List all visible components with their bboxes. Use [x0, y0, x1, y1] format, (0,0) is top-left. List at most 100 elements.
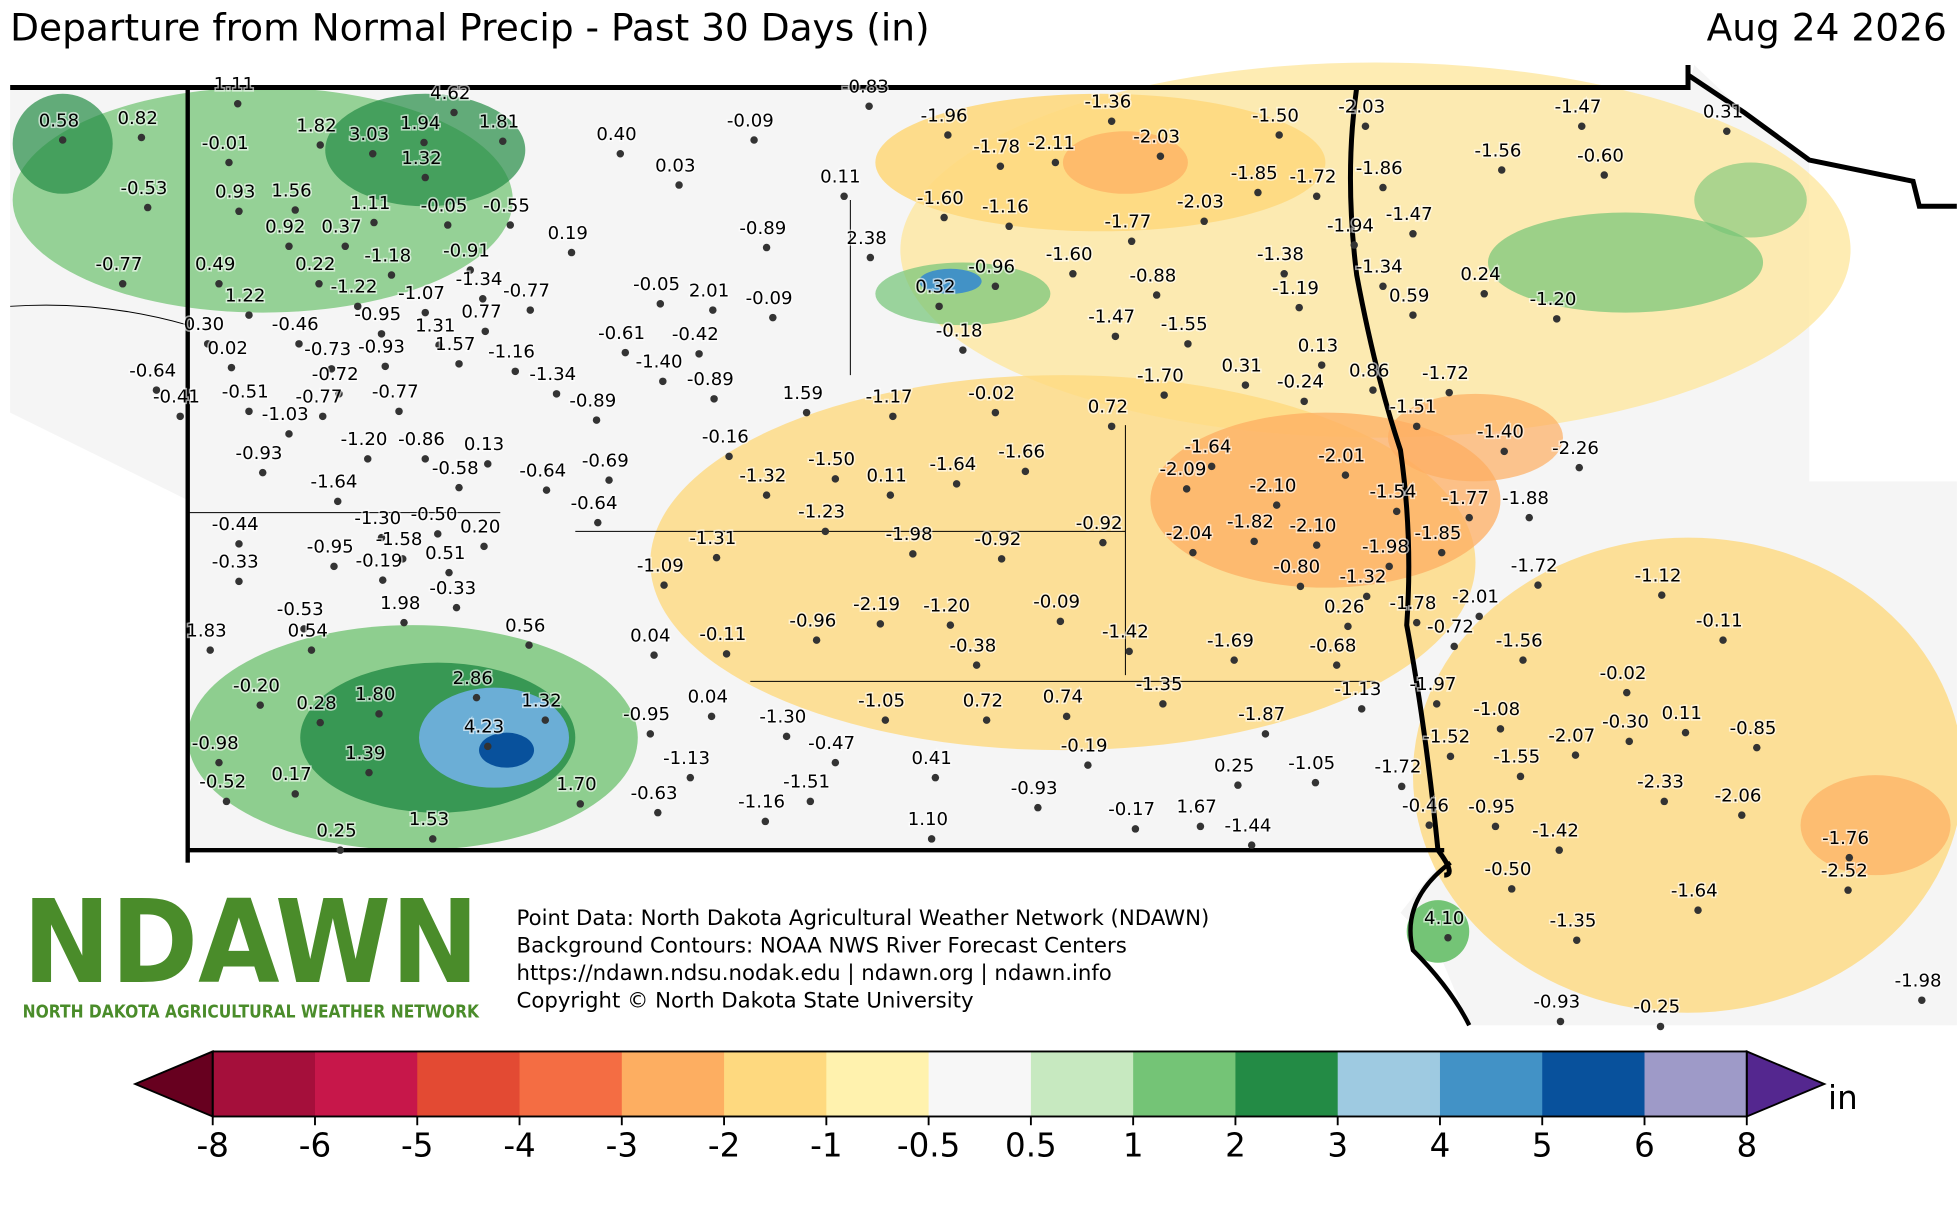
station-dot [782, 732, 791, 741]
station-value: -0.95 [623, 704, 670, 725]
station-value: 0.28 [296, 693, 336, 714]
station-dot [291, 206, 299, 214]
station-value: -1.85 [1231, 163, 1278, 184]
station-dot [330, 562, 338, 571]
station-value: -1.70 [1137, 365, 1184, 386]
station-dot [1152, 291, 1161, 299]
station-dot [1362, 592, 1371, 601]
station-value: -1.40 [1477, 422, 1524, 443]
station-value: -1.20 [1530, 289, 1577, 310]
station-dot [434, 530, 442, 538]
station-dot [466, 266, 475, 274]
station-value: -0.80 [1273, 557, 1320, 578]
station-value: -2.11 [1028, 133, 1075, 154]
colorbar-segment [724, 1051, 827, 1117]
station-value: -0.86 [398, 429, 445, 450]
station-dot [1555, 846, 1563, 854]
station-value: -1.13 [1335, 679, 1382, 700]
credits: Point Data: North Dakota Agricultural We… [517, 906, 1210, 1014]
station-value: -0.73 [304, 339, 351, 360]
station-value: -1.20 [341, 429, 388, 450]
station-value: -1.35 [1550, 910, 1597, 931]
station-value: -0.63 [631, 783, 678, 804]
station-dot [399, 555, 407, 563]
station-value: -2.10 [1250, 475, 1297, 496]
station-value: -1.13 [663, 748, 710, 769]
station-value: -0.33 [212, 552, 259, 573]
station-dot [215, 280, 223, 288]
station-value: 1.82 [296, 115, 336, 136]
station-value: -1.32 [1340, 567, 1387, 588]
logo-tagline: NORTH DAKOTA AGRICULTURAL WEATHER NETWOR… [23, 1003, 481, 1023]
station-dot [831, 758, 840, 767]
station-dot [725, 452, 733, 461]
colorbar-segment [1337, 1051, 1441, 1117]
colorbar-segment [1542, 1051, 1646, 1117]
station-value: -1.50 [1252, 105, 1299, 126]
station-dot [1600, 171, 1609, 179]
station-dot [1034, 803, 1042, 812]
station-value: -0.55 [483, 195, 530, 216]
credit-line: Point Data: North Dakota Agricultural We… [517, 906, 1210, 931]
station-dot [336, 846, 344, 854]
station-value: -1.08 [1473, 699, 1520, 720]
station-value: -1.77 [1442, 488, 1489, 509]
station-value: -1.09 [637, 555, 684, 576]
station-dot [1444, 933, 1452, 942]
station-dot [233, 100, 242, 108]
station-value: -1.23 [798, 502, 845, 523]
station-dot [333, 497, 342, 506]
station-value: -1.52 [1423, 727, 1470, 748]
station-value: -1.40 [636, 352, 683, 373]
station-dot [650, 651, 658, 659]
station-value: -1.85 [1415, 523, 1462, 544]
station-dot [1189, 548, 1197, 557]
station-dot [1051, 158, 1060, 167]
station-dot [316, 141, 324, 149]
colorbar-frame [211, 1050, 1748, 1118]
station-dot [1234, 781, 1242, 789]
station-value: 0.40 [596, 124, 636, 145]
station-value: 0.58 [39, 110, 79, 131]
colorbar-tick-label: 4 [1430, 1127, 1451, 1165]
station-dot [831, 475, 840, 483]
station-value: -1.34 [529, 364, 576, 385]
station-dot [1385, 562, 1393, 571]
station-value: -0.64 [129, 360, 176, 381]
station-value: -1.16 [488, 342, 535, 363]
station-dot [991, 282, 1000, 291]
station-value: 1.56 [271, 180, 311, 201]
station-value: 0.72 [963, 690, 1003, 711]
colorbar-tick-label: -6 [299, 1127, 331, 1165]
colorbar-segment [928, 1051, 1032, 1117]
colorbar-segment [212, 1051, 316, 1117]
station-value: -0.89 [569, 390, 616, 411]
station-dot [1056, 617, 1065, 626]
station-dot [285, 242, 293, 251]
station-dot [1241, 381, 1250, 389]
station-value: -1.77 [1104, 212, 1151, 233]
station-dot [335, 390, 343, 398]
station-dot [1160, 391, 1168, 399]
station-value: 0.04 [630, 625, 670, 646]
colorbar-tick-label: 6 [1634, 1127, 1655, 1165]
station-dot [206, 646, 214, 654]
station-dot [307, 646, 316, 654]
colorbar-tick-label: -2 [708, 1127, 740, 1165]
station-dot [1350, 241, 1358, 249]
station-dot [750, 136, 758, 144]
station-dot [605, 476, 613, 484]
station-value: 0.31 [1222, 355, 1262, 376]
station-value: -1.64 [929, 454, 976, 475]
station-dot [1571, 751, 1580, 759]
station-dot [137, 133, 146, 142]
station-value: 0.25 [316, 820, 356, 841]
colorbar-tick-label: 5 [1532, 1127, 1553, 1165]
station-dot [484, 460, 492, 468]
station-value: -0.53 [121, 178, 168, 199]
station-dot [594, 518, 602, 527]
station-dot [802, 408, 811, 417]
station-dot [865, 102, 873, 111]
colorbar-segment [1644, 1051, 1748, 1117]
